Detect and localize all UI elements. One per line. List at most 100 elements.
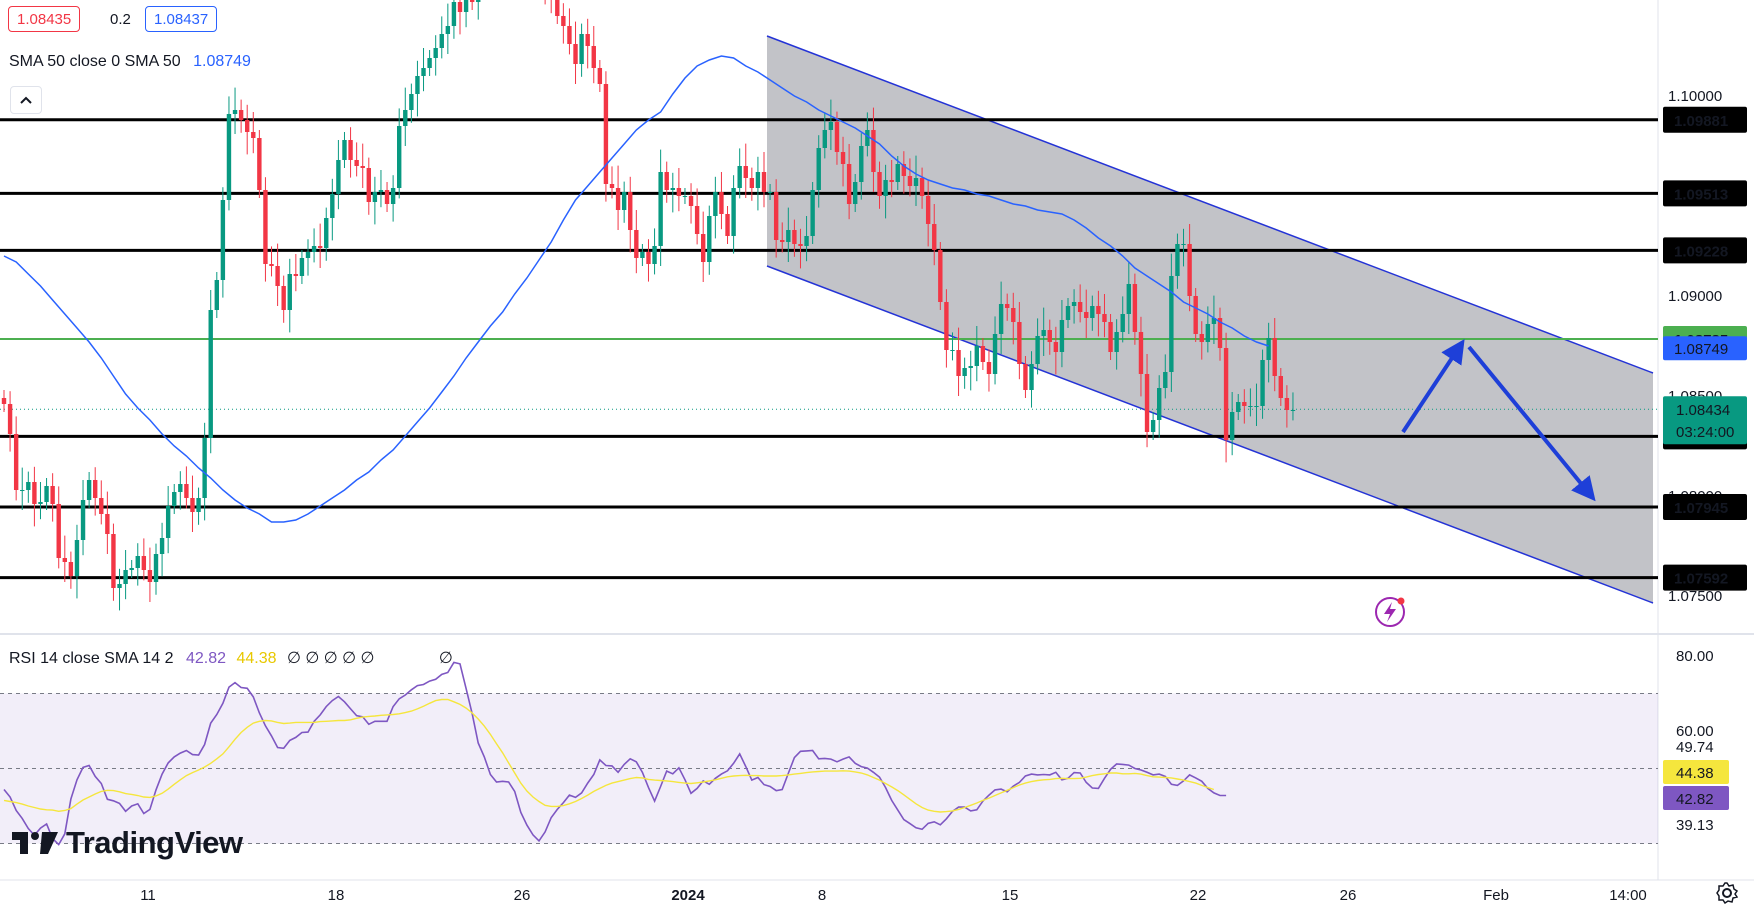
candle[interactable] (1144, 354, 1150, 448)
candle[interactable] (1157, 375, 1162, 438)
candle[interactable] (1053, 326, 1059, 375)
candle[interactable] (1284, 385, 1290, 428)
candle[interactable] (427, 50, 432, 76)
candle[interactable] (147, 547, 153, 602)
candle[interactable] (1223, 332, 1229, 463)
candle[interactable] (1120, 296, 1125, 343)
candle[interactable] (38, 482, 43, 520)
candle[interactable] (397, 108, 402, 199)
candle[interactable] (99, 480, 104, 525)
candle[interactable] (13, 416, 19, 501)
candle[interactable] (938, 242, 943, 310)
candle[interactable] (555, 0, 560, 24)
rsi-line[interactable] (3, 661, 1227, 846)
candle[interactable] (773, 179, 779, 258)
collapse-legend-button[interactable] (10, 86, 42, 114)
candle[interactable] (451, 0, 457, 39)
candle[interactable] (445, 3, 451, 54)
candle[interactable] (232, 87, 238, 134)
level-label-1.07592[interactable]: 1.07592 (1663, 564, 1747, 591)
channel-upper-line[interactable] (766, 35, 1654, 374)
candle[interactable] (1211, 295, 1217, 344)
settings-gear-button[interactable] (1714, 880, 1740, 906)
candle[interactable] (111, 523, 116, 601)
price-axis[interactable]: 1.100001.090001.085001.080001.075001.098… (1663, 88, 1747, 834)
candle[interactable] (743, 143, 748, 198)
candle[interactable] (348, 127, 353, 178)
candle[interactable] (1126, 261, 1131, 334)
sma-axis-label[interactable]: 1.08749 (1663, 336, 1747, 361)
candle[interactable] (257, 130, 262, 198)
candle[interactable] (992, 316, 998, 385)
candle[interactable] (275, 243, 280, 306)
candle[interactable] (457, 0, 463, 35)
candle[interactable] (658, 149, 663, 266)
candle[interactable] (196, 487, 201, 525)
candle[interactable] (123, 550, 128, 600)
candle[interactable] (652, 228, 657, 275)
candle[interactable] (214, 272, 219, 318)
candle[interactable] (336, 140, 341, 210)
candle[interactable] (469, 0, 475, 10)
candle[interactable] (7, 391, 13, 452)
candle[interactable] (543, 0, 547, 5)
candle[interactable] (324, 207, 329, 261)
candle[interactable] (1260, 349, 1265, 419)
candle[interactable] (476, 0, 481, 20)
candle[interactable] (1272, 318, 1277, 392)
candle[interactable] (585, 18, 590, 69)
candle[interactable] (165, 486, 171, 554)
candle[interactable] (1248, 388, 1253, 417)
candle[interactable] (755, 156, 761, 211)
rsi-axis-label[interactable]: 49.74 (1676, 739, 1714, 756)
candle[interactable] (913, 155, 919, 206)
sma-legend[interactable]: SMA 50 close 0 SMA 50 1.08749 (9, 53, 251, 71)
candle[interactable] (403, 87, 408, 146)
rsi-axis-label[interactable]: 39.13 (1676, 817, 1714, 834)
candle[interactable] (701, 211, 706, 282)
candle[interactable] (1090, 295, 1095, 331)
candle[interactable] (1017, 302, 1022, 380)
candle[interactable] (1077, 284, 1083, 323)
candle[interactable] (287, 258, 292, 333)
candle[interactable] (439, 16, 444, 59)
candle[interactable] (1290, 392, 1296, 421)
candle[interactable] (415, 60, 420, 117)
candle[interactable] (1096, 290, 1101, 337)
candle[interactable] (719, 172, 724, 230)
candle[interactable] (269, 246, 274, 277)
candle[interactable] (840, 136, 846, 187)
candle[interactable] (846, 144, 852, 220)
candle[interactable] (293, 254, 299, 292)
candle[interactable] (342, 132, 347, 168)
sma50-line[interactable] (3, 55, 1269, 523)
candle[interactable] (141, 538, 147, 581)
candle[interactable] (646, 239, 651, 282)
candle[interactable] (573, 21, 578, 84)
candle[interactable] (962, 357, 967, 389)
candle[interactable] (1181, 228, 1186, 267)
candle[interactable] (780, 222, 785, 253)
candle[interactable] (129, 560, 134, 578)
candle[interactable] (549, 0, 553, 14)
candle[interactable] (810, 182, 815, 244)
rsi-sma-line[interactable] (3, 698, 1215, 813)
candle[interactable] (1266, 322, 1271, 383)
candle[interactable] (731, 175, 736, 254)
candle[interactable] (688, 183, 694, 224)
candle[interactable] (1254, 383, 1259, 426)
candle[interactable] (615, 165, 621, 230)
candle[interactable] (1229, 392, 1235, 456)
candle[interactable] (682, 188, 688, 204)
candle[interactable] (901, 151, 907, 194)
candle[interactable] (1193, 288, 1198, 342)
candle[interactable] (932, 204, 937, 266)
rsi-legend[interactable]: RSI 14 close SMA 14 2 42.82 44.38 ∅ ∅ ∅ … (9, 648, 453, 668)
level-label-1.09228[interactable]: 1.09228 (1663, 237, 1747, 264)
candle[interactable] (305, 239, 311, 276)
candle[interactable] (26, 471, 31, 503)
candle[interactable] (172, 484, 177, 514)
candle[interactable] (178, 471, 183, 510)
candle[interactable] (1150, 412, 1156, 440)
